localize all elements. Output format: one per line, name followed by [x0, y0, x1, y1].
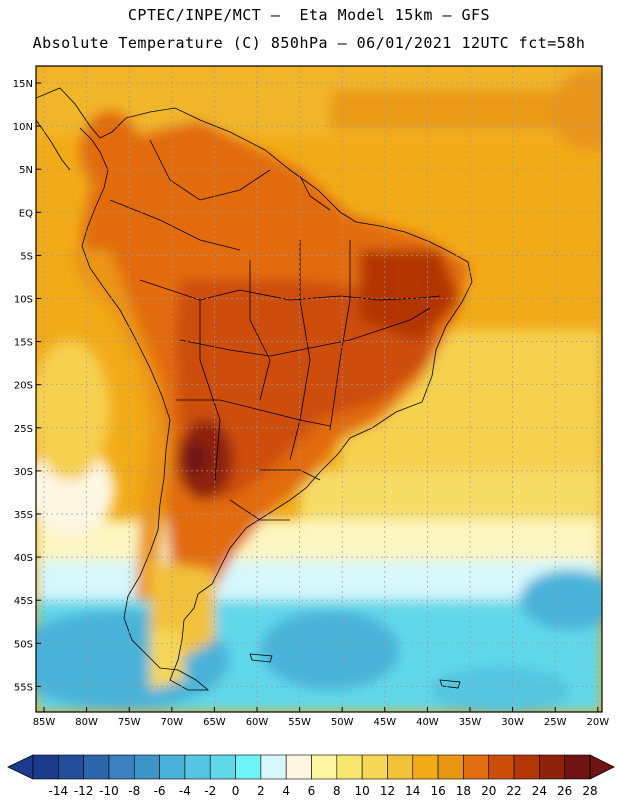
- colorbar-label: 6: [308, 784, 316, 798]
- longitude-labels: 85W 80W 75W 70W 65W 60W 55W 50W 45W 40W 35W 30W 25W 2…: [33, 707, 609, 728]
- lat-label: 35S: [14, 510, 33, 521]
- lon-label: 75W: [118, 717, 141, 728]
- map-frame: [35, 65, 603, 713]
- colorbar-swatch: [83, 754, 110, 780]
- colorbar-label: 28: [582, 784, 597, 798]
- colorbar-swatch: [488, 754, 515, 780]
- lat-label: 10S: [14, 295, 33, 306]
- colorbar-label: 0: [232, 784, 240, 798]
- colorbar-swatch: [159, 754, 186, 780]
- colorbar-left-arrow: [7, 754, 34, 780]
- colorbar-swatch: [311, 754, 338, 780]
- lat-label: 20S: [14, 381, 33, 392]
- colorbar-right-arrow: [589, 754, 615, 780]
- colorbar-swatch: [58, 754, 84, 780]
- lat-label: 55S: [14, 682, 33, 693]
- colorbar-label: 12: [380, 784, 395, 798]
- colorbar-label: 16: [430, 784, 445, 798]
- colorbar-label: 8: [333, 784, 341, 798]
- lon-label: 50W: [331, 717, 354, 728]
- colorbar-swatch: [235, 754, 262, 780]
- colorbar-swatch: [184, 754, 211, 780]
- colorbar-swatch: [285, 754, 312, 780]
- lon-label: 65W: [203, 717, 226, 728]
- colorbar-label: 10: [354, 784, 369, 798]
- colorbar-label: -6: [154, 784, 166, 798]
- colorbar-swatch: [133, 754, 160, 780]
- colorbar-swatch: [564, 754, 591, 780]
- chart-title-line-1: CPTEC/INPE/MCT – Eta Model 15km – GFS: [127, 6, 491, 24]
- colorbar-swatch: [209, 754, 236, 780]
- colorbar-label: -10: [99, 784, 119, 798]
- colorbar-swatch: [539, 754, 565, 780]
- lat-label: 50S: [14, 639, 33, 650]
- colorbar-swatch: [513, 754, 540, 780]
- colorbar-label: 18: [456, 784, 471, 798]
- colorbar-swatch: [387, 754, 414, 780]
- chart-title-line-2: Absolute Temperature (C) 850hPa – 06/01/…: [32, 34, 586, 52]
- colorbar-label: 22: [506, 784, 521, 798]
- lat-label: EQ: [19, 208, 33, 219]
- lat-label: 40S: [14, 553, 33, 564]
- graticule: [36, 66, 602, 712]
- colorbar-label: 4: [282, 784, 290, 798]
- lon-label: 30W: [501, 717, 524, 728]
- lon-label: 85W: [33, 717, 56, 728]
- colorbar-label: -2: [204, 784, 216, 798]
- colorbar-label: -14: [49, 784, 69, 798]
- lon-label: 70W: [160, 717, 183, 728]
- colorbar-label: -4: [179, 784, 191, 798]
- colorbar: [7, 754, 615, 780]
- lat-label: 30S: [14, 467, 33, 478]
- lat-label: 5N: [19, 165, 33, 176]
- lon-label: 40W: [416, 717, 439, 728]
- colorbar-label: 14: [405, 784, 420, 798]
- colorbar-swatch: [32, 754, 59, 780]
- colorbar-label: -8: [128, 784, 140, 798]
- lon-label: 55W: [288, 717, 311, 728]
- colorbar-swatch: [437, 754, 464, 780]
- colorbar-label: 2: [257, 784, 265, 798]
- colorbar-labels: -14 -12 -10 -8 -6 -4 -2 0 2 4 6 8 10 12 14 16 18 20 22 24 26…: [49, 784, 598, 798]
- lon-label: 80W: [75, 717, 98, 728]
- lat-label: 5S: [20, 251, 33, 262]
- lon-label: 45W: [373, 717, 396, 728]
- colorbar-swatch: [336, 754, 363, 780]
- temperature-field: [36, 66, 602, 712]
- colorbar-swatch: [412, 754, 439, 780]
- latitude-labels: 15N 10N 5N EQ 5S 10S 15S 20S 25S 30S 35S 40S 45S 50S 5…: [13, 79, 41, 693]
- colorbar-swatch: [463, 754, 490, 780]
- lat-label: 25S: [14, 424, 33, 435]
- lat-label: 15N: [13, 79, 33, 90]
- colorbar-label: -12: [74, 784, 94, 798]
- colorbar-label: 20: [481, 784, 496, 798]
- colorbar-swatch: [108, 754, 135, 780]
- colorbar-label: 24: [532, 784, 547, 798]
- lon-label: 20W: [586, 717, 609, 728]
- lon-label: 25W: [544, 717, 567, 728]
- lon-label: 35W: [459, 717, 482, 728]
- lon-label: 60W: [246, 717, 269, 728]
- colorbar-swatch: [361, 754, 388, 780]
- lat-label: 10N: [13, 122, 33, 133]
- colorbar-label: 26: [557, 784, 572, 798]
- lat-label: 15S: [14, 338, 33, 349]
- lat-label: 45S: [14, 596, 33, 607]
- colorbar-swatch: [260, 754, 287, 780]
